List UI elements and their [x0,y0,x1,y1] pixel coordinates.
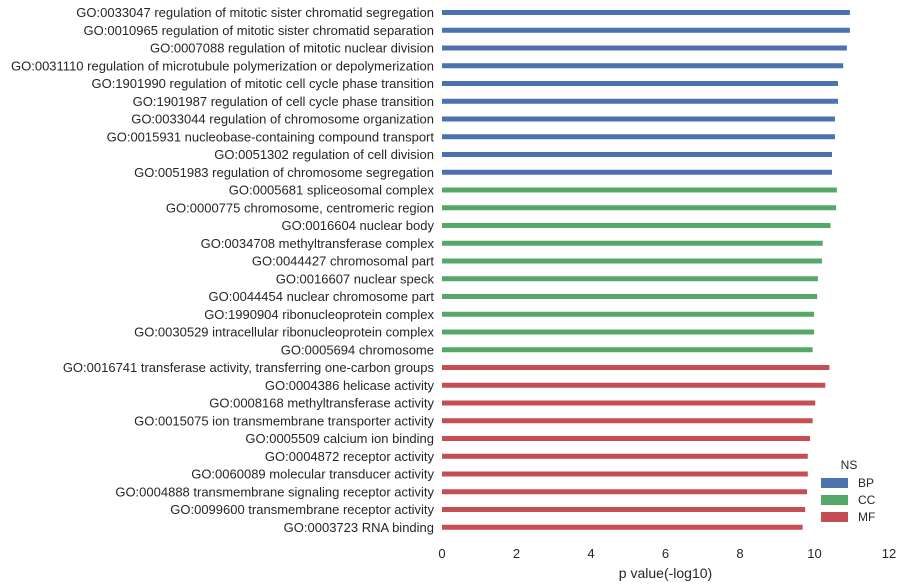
category-label: GO:0044427 chromosomal part [252,254,434,269]
category-labels-group: GO:0033047 regulation of mitotic sister … [11,5,434,535]
x-tick-label: 4 [587,546,594,561]
bar-cc [442,311,815,317]
legend-label-bp: BP [858,476,874,490]
category-label: GO:0030529 intracellular ribonucleoprote… [134,325,434,340]
category-label: GO:1901990 regulation of mitotic cell cy… [91,76,434,91]
category-label: GO:0033047 regulation of mitotic sister … [76,5,434,20]
x-tick-label: 10 [807,546,821,561]
x-tick-label: 8 [736,546,743,561]
legend-swatch-mf [821,512,848,522]
x-axis-ticks-group: 0 2 4 6 8 10 12 [438,546,896,561]
category-label: GO:0016607 nuclear speck [276,271,435,286]
category-label: GO:0005509 calcium ion binding [245,431,434,446]
category-label: GO:0051983 regulation of chromosome segr… [134,165,434,180]
category-label: GO:0010965 regulation of mitotic sister … [84,23,434,38]
legend-swatch-cc [821,495,848,505]
legend-swatch-bp [821,478,848,488]
bar-mf [442,365,830,370]
bar-cc [442,187,837,193]
legend-items-group: BP CC MF [821,476,876,524]
category-label: GO:0031110 regulation of microtubule pol… [11,58,434,73]
bar-cc [442,258,822,264]
bar-mf [442,418,813,424]
legend-label-mf: MF [858,510,875,524]
category-label: GO:1901987 regulation of cell cycle phas… [133,94,434,109]
x-axis-label: p value(-log10) [619,565,712,581]
bar-bp [442,169,833,175]
bar-mf [442,453,808,459]
category-label: GO:0044454 nuclear chromosome part [209,289,435,304]
x-tick-label: 12 [882,546,896,561]
category-label: GO:0015931 nucleobase-containing compoun… [107,129,435,144]
bar-bp [442,10,850,15]
bar-bp [442,63,844,69]
bar-bp [442,81,838,86]
bar-mf [442,524,803,530]
bar-mf [442,489,808,495]
category-label: GO:0034708 methyltransferase complex [201,236,435,251]
bar-cc [442,223,831,228]
bar-bp [442,134,835,140]
bar-cc [442,205,837,211]
bar-cc [442,240,823,246]
category-label: GO:0016604 nuclear body [282,218,435,233]
bar-bp [442,116,835,122]
bar-mf [442,507,806,512]
category-label: GO:1990904 ribonucleoprotein complex [204,307,434,322]
bar-cc [442,329,815,335]
x-tick-label: 2 [513,546,520,561]
bar-bp [442,98,838,104]
category-label: GO:0004386 helicase activity [265,378,435,393]
bar-mf [442,436,811,441]
category-label: GO:0004872 receptor activity [265,449,435,464]
bar-bp [442,27,850,33]
category-label: GO:0099600 transmembrane receptor activi… [170,502,434,517]
bar-cc [442,347,813,353]
bar-bp [442,45,847,51]
bar-bp [442,152,833,157]
x-tick-label: 0 [438,546,445,561]
legend-title: NS [841,458,858,472]
category-label: GO:0008168 methyltransferase activity [209,396,434,411]
category-label: GO:0005694 chromosome [281,342,434,357]
bars-group [442,10,850,530]
legend: NS BP CC MF [821,458,876,524]
category-label: GO:0015075 ion transmembrane transporter… [134,413,434,428]
category-label: GO:0003723 RNA binding [284,520,434,535]
legend-label-cc: CC [858,493,876,507]
category-label: GO:0000775 chromosome, centromeric regio… [166,200,434,215]
bar-mf [442,400,816,406]
bar-mf [442,382,826,388]
category-label: GO:0033044 regulation of chromosome orga… [131,112,434,127]
category-label: GO:0051302 regulation of cell division [214,147,434,162]
category-label: GO:0016741 transferase activity, transfe… [63,360,435,375]
bar-cc [442,294,818,299]
category-label: GO:0007088 regulation of mitotic nuclear… [150,41,434,56]
x-tick-label: 6 [662,546,669,561]
category-label: GO:0060089 molecular transducer activity [191,467,434,482]
bar-mf [442,471,808,477]
category-label: GO:0004888 transmembrane signaling recep… [115,484,434,499]
category-label: GO:0005681 spliceosomal complex [229,183,435,198]
bar-cc [442,276,818,282]
